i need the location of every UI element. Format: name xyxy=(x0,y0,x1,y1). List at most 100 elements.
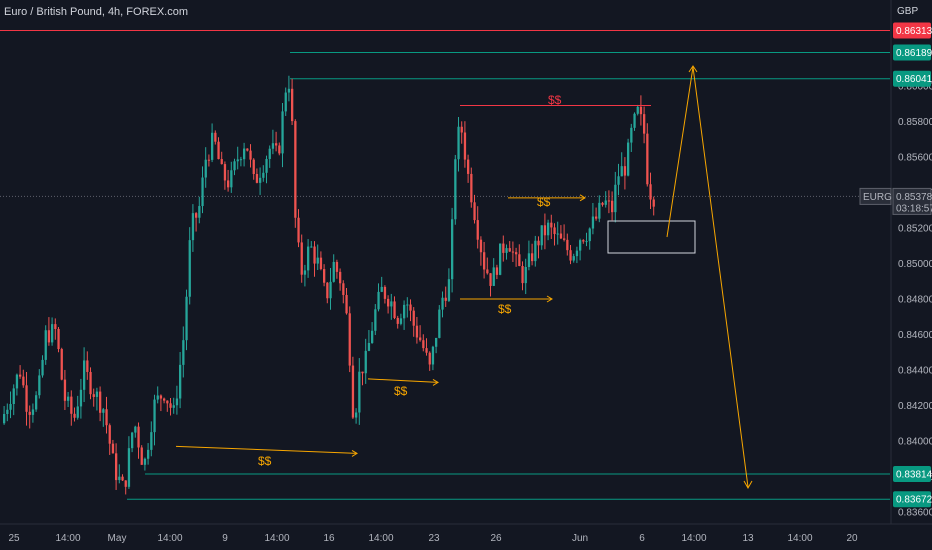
candle-body xyxy=(515,252,518,255)
candle-body xyxy=(342,283,345,295)
projection-arrow-up xyxy=(688,65,698,73)
time-tick-label: 6 xyxy=(639,533,645,544)
candle-body xyxy=(35,395,38,410)
candle-body xyxy=(108,425,111,444)
candle-body xyxy=(166,400,169,404)
candle-body xyxy=(604,200,607,205)
candle-body xyxy=(294,121,297,218)
candle-body xyxy=(431,346,435,365)
candle-body xyxy=(425,348,428,353)
candle-body xyxy=(63,379,67,401)
level-price-tag xyxy=(893,491,931,508)
candle-body xyxy=(371,330,374,343)
candle-body xyxy=(518,254,521,267)
candle-body xyxy=(259,177,262,183)
candle-body xyxy=(611,200,614,213)
candle-body xyxy=(95,391,99,397)
candle-body xyxy=(524,267,527,284)
candle-body xyxy=(409,304,412,311)
candle-body xyxy=(22,376,25,386)
price-tick-label: 0.84200 xyxy=(898,401,932,412)
candle-body xyxy=(435,337,438,347)
candle-body xyxy=(284,92,287,112)
candle-body xyxy=(531,253,534,262)
candle-body xyxy=(83,360,86,390)
candle-body xyxy=(470,173,473,203)
candle-body xyxy=(617,176,620,185)
candle-body xyxy=(575,250,579,257)
candle-body xyxy=(623,166,627,176)
candle-body xyxy=(646,133,649,185)
candle-body xyxy=(569,250,572,261)
candle-body xyxy=(111,443,115,454)
candle-body xyxy=(483,252,486,270)
candle-body xyxy=(67,396,70,401)
candle-body xyxy=(419,337,422,341)
candle-body xyxy=(86,360,89,372)
candle-body xyxy=(460,126,463,133)
horizontal-levels xyxy=(0,29,890,500)
candle-body xyxy=(355,412,358,418)
candle-body xyxy=(134,426,137,433)
candle-body xyxy=(182,340,185,365)
candle-body xyxy=(185,296,188,341)
candle-body xyxy=(60,349,63,380)
candle-body xyxy=(639,106,643,115)
candle-body xyxy=(291,88,294,122)
arrow-head xyxy=(432,378,439,386)
candle-body xyxy=(214,132,217,142)
candle-body xyxy=(393,301,396,318)
candle-body xyxy=(547,222,550,236)
candle-body xyxy=(127,448,131,487)
candle-body xyxy=(591,216,595,229)
candle-body xyxy=(227,180,230,188)
candle-body xyxy=(563,238,566,240)
price-axis-bg xyxy=(891,0,932,550)
time-tick-label: 26 xyxy=(490,533,502,544)
projection-path xyxy=(666,66,749,488)
candle-body xyxy=(246,148,249,151)
candle-body xyxy=(25,385,28,412)
candle-body xyxy=(540,225,543,246)
countdown-label: 03:18:57 xyxy=(896,203,932,214)
candle-body xyxy=(323,269,326,283)
candle-body xyxy=(422,340,425,349)
candle-body xyxy=(31,409,35,415)
candle-body xyxy=(207,159,211,161)
candle-body xyxy=(598,202,601,219)
candle-body xyxy=(537,240,540,246)
candle-body xyxy=(175,398,179,406)
candle-body xyxy=(505,248,508,253)
candle-body xyxy=(476,220,479,240)
candle-body xyxy=(99,391,102,413)
candle-body xyxy=(12,388,15,405)
time-tick-label: 16 xyxy=(323,533,335,544)
level-price-label: 0.86041 xyxy=(896,74,932,85)
candle-body xyxy=(275,143,278,146)
level-price-tag xyxy=(893,466,931,483)
candle-body xyxy=(204,159,207,178)
candle-body xyxy=(115,453,118,481)
candle-body xyxy=(217,141,220,160)
candle-body xyxy=(233,161,236,171)
candle-body xyxy=(239,159,243,161)
candle-body xyxy=(255,173,259,183)
candle-body xyxy=(3,413,6,424)
arrow-head xyxy=(546,295,553,303)
candle-body xyxy=(102,409,105,413)
candle-body xyxy=(585,241,588,243)
currency-label: GBP xyxy=(897,6,919,17)
candle-body xyxy=(230,170,233,188)
time-tick-label: Jun xyxy=(572,533,588,544)
candle-body xyxy=(553,227,556,235)
liquidity-label: $$ xyxy=(258,454,272,468)
candle-body xyxy=(313,246,316,264)
candle-body xyxy=(451,219,454,280)
time-tick-label: 14:00 xyxy=(264,533,289,544)
candle-body xyxy=(47,330,51,343)
candle-body xyxy=(403,304,406,319)
candle-body xyxy=(489,273,492,286)
candle-body xyxy=(137,426,140,448)
time-tick-label: 14:00 xyxy=(157,533,182,544)
